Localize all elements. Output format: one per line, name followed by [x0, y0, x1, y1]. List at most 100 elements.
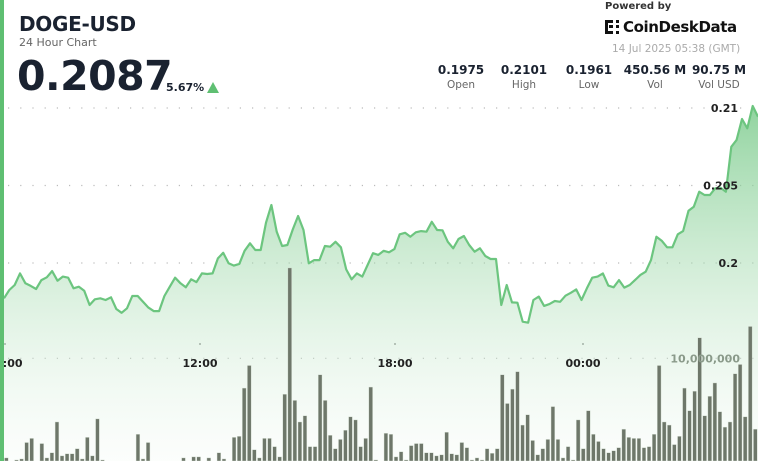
triangle-up-icon	[207, 82, 219, 93]
volume-bar	[323, 400, 328, 461]
volume-bar	[631, 438, 636, 461]
symbol-title: DOGE-USD	[19, 12, 136, 36]
volume-bar	[505, 403, 510, 461]
volume-bar	[697, 337, 702, 461]
volume-bar	[424, 452, 429, 461]
volume-bar	[596, 441, 601, 461]
volume-bar	[606, 452, 611, 461]
volume-bar	[500, 374, 505, 461]
accent-bar	[0, 0, 4, 461]
stat-label: Low	[578, 79, 600, 91]
stat-vol-usd: 90.75 M Vol USD	[679, 63, 758, 91]
powered-by: Powered by	[605, 1, 672, 12]
volume-bar	[19, 458, 24, 461]
price-area-fill	[4, 106, 758, 461]
volume-bar	[393, 456, 399, 461]
volume-bar	[414, 443, 419, 461]
volume-bar	[140, 458, 146, 461]
volume-bar	[388, 434, 394, 461]
change-percent: 5.67%	[166, 81, 205, 94]
volume-bar	[490, 453, 495, 461]
volume-bar	[292, 400, 297, 461]
volume-bar	[267, 438, 272, 461]
volume-bar	[434, 455, 439, 461]
volume-bar	[662, 421, 667, 461]
volume-bar	[753, 428, 758, 461]
volume-bar	[727, 421, 733, 461]
volume-bar	[439, 454, 444, 461]
volume-bar	[191, 456, 196, 461]
volume-bar	[702, 415, 707, 461]
volume-bar	[601, 448, 606, 461]
volume-bar	[24, 442, 29, 461]
volume-bar	[383, 433, 388, 461]
volume-bar	[732, 373, 738, 461]
volume-bar	[672, 444, 677, 461]
volume-bar	[459, 442, 464, 461]
volume-bar	[206, 457, 211, 461]
volume-bar	[652, 434, 657, 461]
volume-bar	[495, 448, 500, 461]
y-tick-label: 0.2	[719, 257, 739, 270]
volume-bar	[343, 429, 348, 461]
volume-bar	[399, 451, 404, 461]
volume-bar	[358, 446, 363, 461]
volume-bar	[429, 452, 434, 461]
volume-bar	[692, 390, 697, 461]
volume-bar	[80, 458, 85, 461]
stat-high: 0.2101 High	[484, 63, 564, 91]
volume-bar	[181, 457, 186, 461]
volume-bar	[85, 437, 90, 461]
volume-bar	[555, 439, 561, 461]
volume-bar	[145, 442, 151, 461]
stats-row: 0.1975 Open 0.2101 High 0.1961 Low 450.56 M…	[0, 63, 758, 97]
volume-bar	[510, 388, 515, 461]
volume-bar	[242, 387, 247, 461]
volume-bar	[464, 447, 469, 461]
volume-bar	[257, 457, 262, 461]
volume-bar	[641, 447, 647, 461]
volume-bar	[348, 416, 353, 461]
volume-bar	[419, 443, 424, 461]
volume-bar	[550, 406, 555, 461]
stat-value: 90.75 M	[691, 63, 747, 77]
stat-open: 0.1975 Open	[421, 63, 501, 91]
volume-bar	[328, 435, 333, 461]
volume-bar	[65, 453, 70, 461]
volume-bar	[626, 437, 631, 461]
volume-bar	[687, 410, 692, 461]
volume-bar	[221, 458, 227, 461]
volume-bar	[363, 438, 368, 461]
volume-bar	[318, 374, 323, 461]
volume-bar	[196, 456, 201, 461]
volume-bar	[717, 411, 722, 461]
volume-bar	[95, 418, 100, 461]
volume-bar	[75, 448, 80, 461]
volume-bar	[535, 454, 540, 461]
volume-bar	[4, 457, 9, 461]
y-tick-label: 0.21	[711, 102, 738, 115]
volume-bar	[54, 421, 60, 461]
volume-bar	[307, 446, 313, 461]
volume-bar	[515, 371, 520, 461]
stat-label: High	[511, 79, 537, 91]
timestamp: 14 Jul 2025 05:38 (GMT)	[612, 43, 741, 55]
volume-bar	[449, 453, 454, 461]
volume-bar	[677, 436, 682, 461]
volume-bar	[49, 452, 55, 461]
x-tick-label: 12:00	[182, 357, 217, 370]
volume-bar	[247, 365, 252, 461]
volume-bar	[667, 424, 672, 461]
volume-bar	[525, 414, 530, 461]
stat-value: 0.1961	[565, 63, 613, 77]
volume-bar	[262, 438, 267, 461]
coindesk-logo-icon	[605, 20, 619, 34]
x-tick-label: 00:00	[565, 357, 600, 370]
coindesk-data-logo: CoinDeskData	[605, 18, 737, 36]
volume-bar	[738, 364, 743, 461]
volume-bar	[312, 446, 318, 461]
volume-bar	[237, 436, 242, 461]
volume-bar	[297, 421, 302, 461]
current-price: 0.2087	[17, 52, 173, 100]
